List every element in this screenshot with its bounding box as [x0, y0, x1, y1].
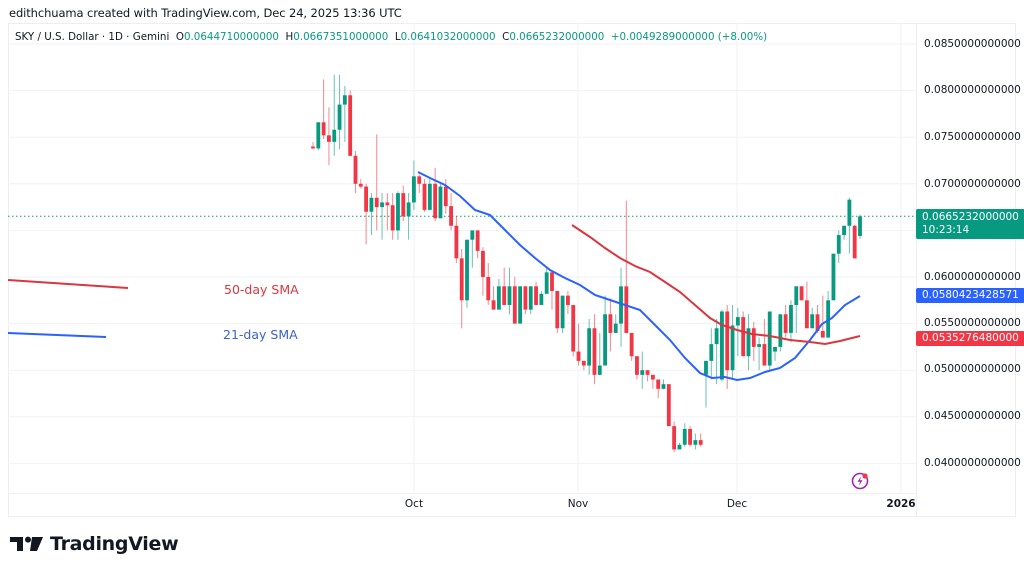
symbol-label: SKY / U.S. Dollar · 1D · Gemini	[15, 31, 170, 43]
last-price-badge: 0.0665232000000 10:23:14	[916, 209, 1024, 239]
high-label: H	[285, 31, 294, 43]
candlestick-chart	[8, 23, 916, 493]
sma21-annotation: 21-day SMA	[223, 327, 298, 342]
chart-plot-area[interactable]	[8, 23, 916, 493]
sma21-badge: 0.0580423428571	[916, 288, 1024, 303]
sma50-annotation: 50-day SMA	[224, 282, 299, 297]
time-tick-dec: Dec	[726, 498, 748, 510]
bar-countdown: 10:23:14	[922, 224, 970, 236]
last-price-value: 0.0665232000000	[922, 211, 1019, 223]
low-value: 0.0641032000000	[400, 31, 496, 43]
price-tick: 0.0800000000000	[924, 84, 1021, 96]
ohlc-legend: SKY / U.S. Dollar · 1D · Gemini O0.06447…	[15, 31, 767, 43]
price-tick: 0.0500000000000	[924, 363, 1021, 375]
high-value: 0.0667351000000	[293, 31, 389, 43]
price-tick: 0.0550000000000	[924, 317, 1021, 329]
time-tick-nov: Nov	[567, 498, 589, 510]
open-value: 0.0644710000000	[183, 31, 279, 43]
close-value: 0.0665232000000	[509, 31, 605, 43]
price-axis-separator	[916, 23, 917, 517]
chart-frame	[8, 23, 1016, 517]
open-label: O	[175, 31, 184, 43]
price-tick: 0.0600000000000	[924, 271, 1021, 283]
low-label: L	[394, 31, 401, 43]
sma50-badge: 0.0535276480000	[916, 331, 1024, 346]
alert-icon[interactable]	[851, 472, 869, 490]
price-tick: 0.0450000000000	[924, 410, 1021, 422]
price-tick: 0.0850000000000	[924, 38, 1021, 50]
time-tick-2026: 2026	[886, 498, 916, 510]
close-label: C	[502, 31, 510, 43]
change-value: +0.0049289000000 (+8.00%)	[610, 31, 768, 43]
tradingview-logo-icon	[10, 536, 43, 551]
time-axis-separator	[8, 493, 916, 494]
brand-name: TradingView	[50, 533, 179, 555]
price-tick: 0.0700000000000	[924, 178, 1021, 190]
price-tick: 0.0400000000000	[924, 457, 1021, 469]
time-tick-oct: Oct	[404, 498, 424, 510]
tradingview-logo: TradingView	[10, 533, 179, 555]
price-tick: 0.0750000000000	[924, 131, 1021, 143]
chart-credit: edithchuama created with TradingView.com…	[9, 6, 402, 20]
